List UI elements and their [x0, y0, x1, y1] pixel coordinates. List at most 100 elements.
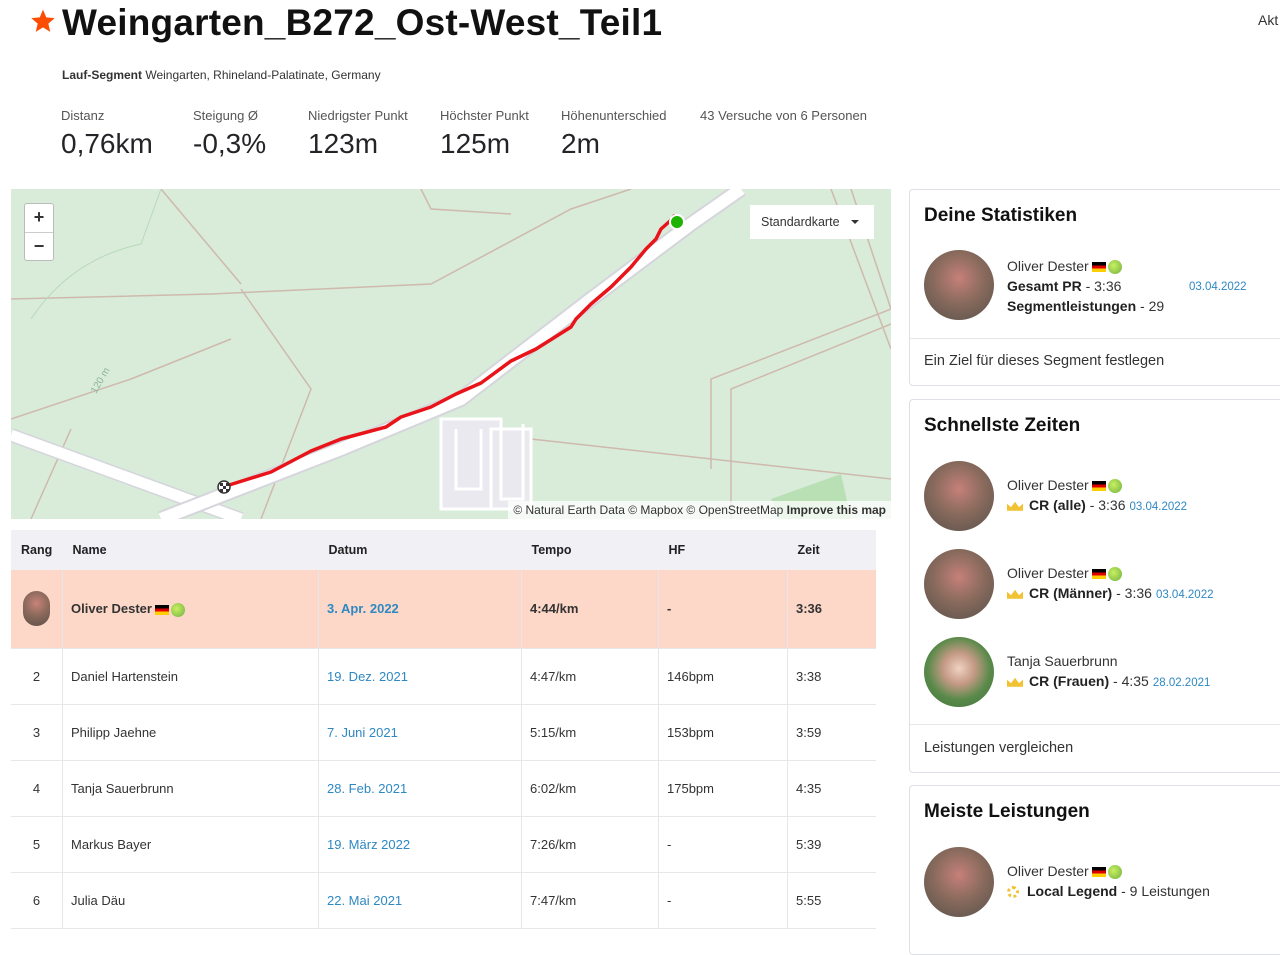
date-cell[interactable]: 7. Juni 2021: [318, 704, 522, 761]
germany-flag-icon: [1091, 262, 1106, 273]
leaderboard: Rang Name Datum Tempo HF Zeit Oliver Des…: [11, 530, 876, 929]
table-row[interactable]: 3 Philipp Jaehne 7. Juni 2021 5:15/km 15…: [11, 704, 876, 761]
cr-date[interactable]: 03.04.2022: [1129, 501, 1188, 513]
time-cell: 4:35: [787, 760, 876, 817]
hr-cell: -: [658, 570, 788, 649]
col-date[interactable]: Datum: [318, 530, 522, 570]
pr-label: Gesamt PR: [1007, 278, 1082, 294]
table-row[interactable]: 6 Julia Däu 22. Mai 2021 7:47/km - 5:55: [11, 872, 876, 929]
map-style-select[interactable]: Standardkarte: [750, 205, 874, 239]
rank-cell: [11, 570, 63, 649]
start-marker[interactable]: [669, 214, 685, 230]
germany-flag-icon: [1091, 867, 1106, 878]
segment-subtitle: Lauf-Segment Weingarten, Rhineland-Palat…: [62, 68, 381, 82]
col-time[interactable]: Zeit: [787, 530, 876, 570]
athlete-name[interactable]: Oliver Dester: [1007, 477, 1089, 493]
avatar[interactable]: [924, 549, 994, 619]
date-cell[interactable]: 22. Mai 2021: [318, 872, 522, 929]
athlete-name[interactable]: Oliver Dester: [1007, 258, 1089, 274]
col-rank[interactable]: Rang: [11, 530, 63, 570]
athlete-name[interactable]: Oliver Dester: [1007, 863, 1089, 879]
athlete-name[interactable]: Oliver Dester: [1007, 565, 1089, 581]
col-hr[interactable]: HF: [658, 530, 788, 570]
efforts-value: - 29: [1140, 298, 1165, 314]
name-cell[interactable]: Philipp Jaehne: [62, 704, 319, 761]
athlete-name-row: Oliver Dester: [1007, 258, 1122, 275]
my-stats-card: Deine Statistiken Oliver Dester Gesamt P…: [909, 189, 1280, 386]
map-roads: [11, 189, 746, 519]
hr-cell: -: [658, 816, 788, 873]
pr-value: - 3:36: [1085, 278, 1122, 294]
table-row[interactable]: 5 Markus Bayer 19. März 2022 7:26/km - 5…: [11, 816, 876, 873]
hr-cell: 153bpm: [658, 704, 788, 761]
col-pace[interactable]: Tempo: [521, 530, 659, 570]
name-cell[interactable]: Markus Bayer: [62, 816, 319, 873]
date-cell[interactable]: 3. Apr. 2022: [318, 570, 522, 649]
avatar[interactable]: [23, 591, 50, 627]
efforts-label: Segmentleistungen: [1007, 298, 1137, 314]
most-efforts-title: Meiste Leistungen: [924, 801, 1090, 822]
germany-flag-icon: [1091, 569, 1106, 580]
compare-efforts-link[interactable]: Leistungen vergleichen: [910, 724, 1280, 773]
table-row[interactable]: 2 Daniel Hartenstein 19. Dez. 2021 4:47/…: [11, 648, 876, 705]
time-cell: 3:59: [787, 704, 876, 761]
segment-map[interactable]: 120 m + − Standardkarte © Natural Earth …: [11, 189, 891, 519]
time-cell: 3:38: [787, 648, 876, 705]
col-name[interactable]: Name: [62, 530, 319, 570]
germany-flag-icon: [1091, 481, 1106, 492]
table-row[interactable]: 4 Tanja Sauerbrunn 28. Feb. 2021 6:02/km…: [11, 760, 876, 817]
athlete-name[interactable]: Oliver Dester: [71, 600, 152, 616]
map-style-label: Standardkarte: [761, 215, 840, 229]
avatar[interactable]: [924, 250, 994, 320]
local-legend-value: - 9 Leistungen: [1121, 883, 1210, 899]
table-header-row: Rang Name Datum Tempo HF Zeit: [11, 530, 876, 570]
rank-cell: 6: [11, 872, 63, 929]
table-row[interactable]: Oliver Dester 3. Apr. 2022 4:44/km - 3:3…: [11, 570, 876, 649]
tennis-ball-icon: [1107, 479, 1122, 494]
stat-value-distance: 0,76km: [61, 128, 153, 159]
fastest-times-title: Schnellste Zeiten: [924, 415, 1081, 436]
athlete-name-row: Tanja Sauerbrunn: [1007, 653, 1118, 669]
name-cell[interactable]: Oliver Dester: [62, 570, 319, 649]
athlete-name[interactable]: Tanja Sauerbrunn: [1007, 653, 1118, 669]
stat-value-lowest: 123m: [308, 128, 379, 159]
stat-label-highest: Höchster Punkt: [440, 108, 529, 123]
date-cell[interactable]: 28. Feb. 2021: [318, 760, 522, 817]
cr-label: CR (alle): [1029, 497, 1086, 513]
efforts-row: Segmentleistungen - 29: [1007, 298, 1164, 314]
tennis-ball-icon: [170, 602, 185, 617]
name-cell[interactable]: Tanja Sauerbrunn: [62, 760, 319, 817]
tennis-ball-icon: [1107, 260, 1122, 275]
stat-value-grade: -0,3%: [193, 128, 267, 159]
cr-date[interactable]: 28.02.2021: [1152, 677, 1211, 689]
star-icon[interactable]: [30, 8, 56, 34]
rank-cell: 2: [11, 648, 63, 705]
pace-cell: 4:47/km: [521, 648, 659, 705]
cr-row: CR (alle) - 3:36 03.04.2022: [1007, 497, 1187, 513]
avatar[interactable]: [924, 847, 994, 917]
pr-date[interactable]: 03.04.2022: [1189, 281, 1247, 293]
attempts-count: 43 Versuche von 6 Personen: [700, 108, 867, 123]
crown-icon: [1007, 589, 1023, 599]
cr-date[interactable]: 03.04.2022: [1155, 589, 1214, 601]
segment-title: Weingarten_B272_Ost-West_Teil1: [62, 2, 663, 43]
date-cell[interactable]: 19. Dez. 2021: [318, 648, 522, 705]
zoom-in-button[interactable]: +: [33, 207, 45, 227]
pace-cell: 5:15/km: [521, 704, 659, 761]
stat-label-grade: Steigung Ø: [193, 108, 259, 123]
set-goal-link[interactable]: Ein Ziel für dieses Segment festlegen: [910, 338, 1280, 386]
cr-label: CR (Frauen): [1029, 673, 1110, 689]
name-cell[interactable]: Julia Däu: [62, 872, 319, 929]
date-cell[interactable]: 19. März 2022: [318, 816, 522, 873]
zoom-out-button[interactable]: −: [33, 236, 45, 256]
zoom-controls: + −: [24, 203, 54, 261]
actions-label[interactable]: Akt: [1258, 12, 1279, 28]
avatar[interactable]: [924, 637, 994, 707]
avatar[interactable]: [924, 461, 994, 531]
germany-flag-icon: [154, 604, 169, 615]
athlete-name-row: Oliver Dester: [1007, 565, 1122, 582]
name-cell[interactable]: Daniel Hartenstein: [62, 648, 319, 705]
improve-map-link[interactable]: Improve this map: [786, 503, 886, 517]
map-attribution: © Natural Earth Data © Mapbox © OpenStre…: [508, 501, 891, 519]
time-cell: 3:36: [787, 570, 876, 649]
